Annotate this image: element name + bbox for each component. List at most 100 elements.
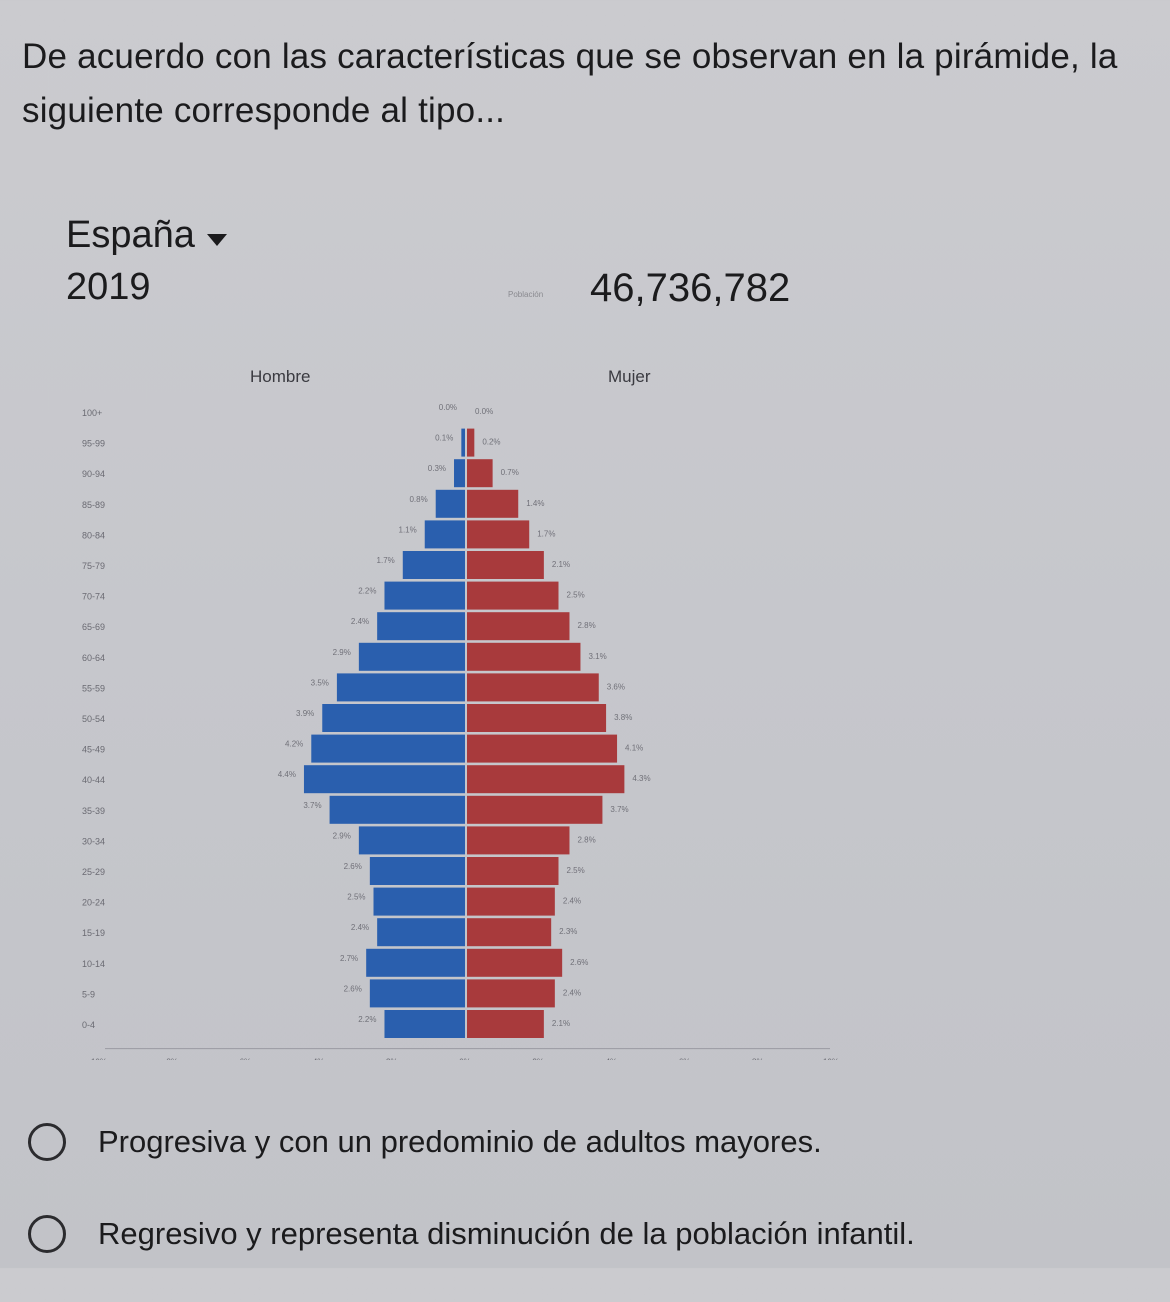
age-group-label: 15-19	[82, 928, 105, 938]
population-caption: Población	[508, 290, 544, 299]
bar-mujer	[467, 459, 493, 488]
data-label-mujer: 3.6%	[607, 682, 625, 691]
bar-mujer	[467, 887, 555, 916]
data-label-hombre: 3.5%	[311, 678, 329, 687]
country-dropdown[interactable]: España	[66, 214, 227, 257]
x-tick-label: 6%	[679, 1058, 691, 1060]
data-label-mujer: 2.5%	[567, 866, 585, 875]
x-tick-label: 8%	[752, 1058, 764, 1060]
data-label-mujer: 1.4%	[526, 499, 544, 508]
age-group-label: 25-29	[82, 867, 105, 877]
data-label-mujer: 3.7%	[610, 805, 628, 814]
bar-mujer	[467, 826, 570, 855]
age-group-label: 90-94	[82, 469, 105, 479]
question-line-1: De acuerdo con las características que s…	[22, 37, 1118, 76]
bar-mujer	[467, 520, 530, 549]
age-group-label: 35-39	[82, 806, 105, 816]
x-tick-label: 0%	[459, 1058, 471, 1060]
answer-option-2[interactable]: Regresivo y representa disminución de la…	[28, 1210, 1148, 1258]
age-group-label: 45-49	[82, 745, 105, 755]
bar-hombre	[373, 887, 465, 916]
bar-hombre	[336, 673, 465, 702]
age-group-label: 60-64	[82, 653, 105, 663]
answer-option-1[interactable]: Progresiva y con un predominio de adulto…	[28, 1118, 1148, 1166]
bar-mujer	[467, 918, 552, 947]
bar-mujer	[467, 489, 519, 518]
bar-mujer	[467, 765, 625, 794]
question-line-2: siguiente corresponde al tipo...	[22, 91, 506, 130]
population-value: 46,736,782	[590, 266, 791, 310]
x-tick-label: 8%	[166, 1058, 178, 1060]
legend-hombre: Hombre	[250, 367, 310, 386]
age-group-label: 70-74	[82, 592, 105, 602]
data-label-hombre: 0.1%	[435, 434, 453, 443]
data-label-hombre: 1.7%	[377, 556, 395, 565]
data-label-mujer: 2.3%	[559, 927, 577, 936]
data-label-mujer: 2.1%	[552, 560, 570, 569]
bar-hombre	[402, 551, 465, 579]
age-group-label: 10-14	[82, 959, 105, 969]
data-label-hombre: 3.7%	[303, 801, 321, 810]
data-label-hombre: 2.2%	[358, 1015, 376, 1024]
data-label-hombre: 3.9%	[296, 709, 314, 718]
bar-hombre	[329, 795, 465, 824]
bar-mujer	[467, 795, 603, 824]
data-label-hombre: 2.7%	[340, 954, 358, 963]
age-group-label: 40-44	[82, 775, 105, 785]
age-group-label: 95-99	[82, 439, 105, 449]
radio-button-icon[interactable]	[28, 1123, 66, 1161]
data-label-mujer: 2.6%	[570, 958, 588, 967]
age-group-label: 100+	[82, 408, 102, 418]
answer-option-label: Regresivo y representa disminución de la…	[98, 1216, 915, 1251]
year-label: 2019	[66, 266, 151, 308]
bar-mujer	[467, 581, 559, 610]
bar-hombre	[311, 734, 465, 763]
bar-hombre	[384, 1010, 465, 1038]
bar-mujer	[467, 948, 563, 977]
bar-mujer	[467, 428, 475, 457]
age-group-label: 5-9	[82, 989, 95, 999]
data-label-mujer: 2.8%	[577, 621, 595, 630]
age-group-label: 75-79	[82, 561, 105, 571]
bar-hombre	[377, 612, 465, 641]
bar-hombre	[358, 642, 465, 671]
data-label-hombre: 4.4%	[278, 770, 296, 779]
data-label-mujer: 1.7%	[537, 529, 555, 538]
caret-down-icon	[206, 233, 227, 246]
bar-hombre	[461, 428, 465, 457]
data-label-mujer: 2.4%	[563, 897, 581, 906]
bar-mujer	[467, 857, 559, 885]
age-group-label: 20-24	[82, 898, 105, 908]
age-group-label: 85-89	[82, 500, 105, 510]
data-label-hombre: 2.5%	[347, 893, 365, 902]
data-label-mujer: 2.1%	[552, 1019, 570, 1028]
data-label-hombre: 2.9%	[333, 831, 351, 840]
age-group-label: 80-84	[82, 530, 105, 540]
population-pyramid-chart: Hombre Mujer 100+ 0.0% 0.0% 95-99 0.1% 0.2% 90-9…	[82, 367, 839, 1060]
radio-button-icon[interactable]	[28, 1215, 66, 1253]
data-label-mujer: 0.2%	[482, 438, 500, 447]
data-label-hombre: 2.4%	[351, 923, 369, 932]
x-tick-label: 10%	[91, 1058, 107, 1060]
bar-mujer	[467, 551, 544, 579]
x-tick-label: 2%	[532, 1058, 544, 1060]
bar-hombre	[322, 704, 465, 732]
bar-mujer	[467, 704, 607, 732]
data-label-hombre: 2.4%	[351, 617, 369, 626]
bar-hombre	[435, 489, 465, 518]
answer-options: Progresiva y con un predominio de adulto…	[28, 1118, 1148, 1302]
data-label-hombre: 2.9%	[333, 648, 351, 657]
bar-mujer	[467, 673, 599, 702]
age-group-label: 50-54	[82, 714, 105, 724]
data-label-hombre: 0.3%	[428, 464, 446, 473]
bar-mujer	[467, 734, 618, 763]
bar-hombre	[358, 826, 465, 855]
bar-hombre	[377, 918, 465, 947]
data-label-hombre: 0.8%	[409, 495, 427, 504]
bar-mujer	[467, 642, 581, 671]
question-text: De acuerdo con las características que s…	[22, 30, 1162, 138]
x-tick-label: 6%	[240, 1058, 252, 1060]
bar-mujer	[467, 612, 570, 641]
data-label-mujer: 0.0%	[475, 407, 493, 416]
x-tick-label: 4%	[606, 1058, 618, 1060]
